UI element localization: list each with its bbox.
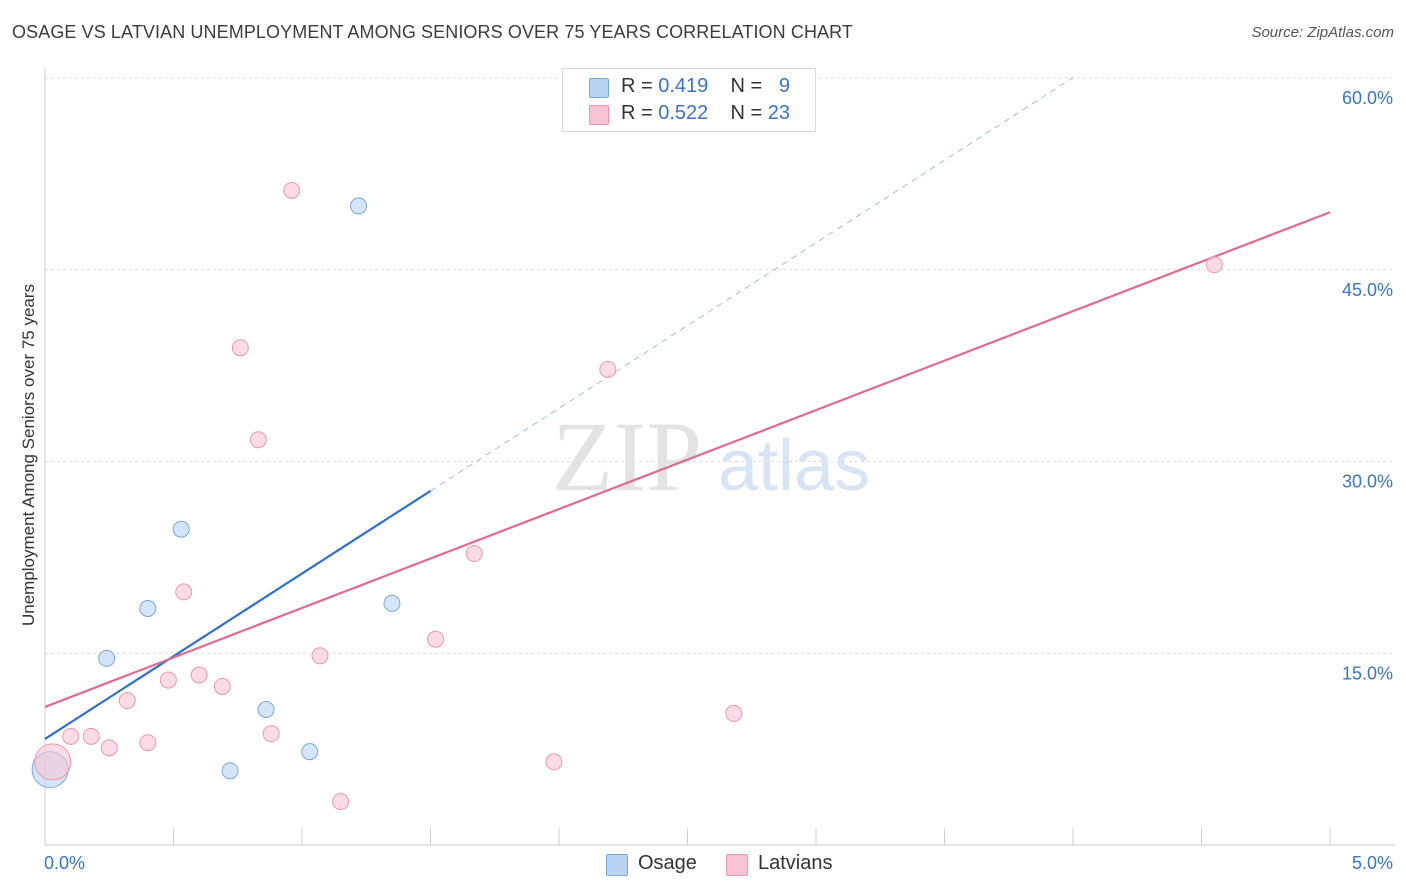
- osage-legend-label: Osage: [638, 852, 697, 874]
- latvians-point: [231, 339, 249, 357]
- latvians-point: [311, 647, 329, 665]
- osage-r-value: 0.419: [658, 75, 709, 97]
- latvians-swatch: [589, 105, 609, 125]
- latvians-r-value: 0.522: [658, 102, 709, 124]
- y-tick-label: 60.0%: [1342, 88, 1393, 108]
- latvians-legend-swatch: [726, 854, 748, 876]
- latvians-point: [249, 431, 267, 449]
- osage-point: [139, 600, 157, 618]
- trend-lines: [44, 77, 1331, 740]
- osage-point: [221, 762, 239, 780]
- osage-legend-swatch: [606, 854, 628, 876]
- latvians-point: [62, 727, 80, 745]
- latvians-point: [465, 545, 483, 563]
- axes: 15.0% 30.0% 45.0% 60.0% 0.0% 5.0%: [44, 68, 1395, 873]
- latvians-point: [332, 793, 350, 811]
- osage-n-value: 9: [778, 75, 791, 97]
- latvians-point: [1205, 256, 1223, 274]
- chart-title: OSAGE VS LATVIAN UNEMPLOYMENT AMONG SENI…: [12, 22, 854, 42]
- latvians-point: [213, 677, 231, 695]
- latvians-point: [190, 666, 208, 684]
- latvians-point: [283, 181, 301, 199]
- osage-point: [98, 649, 116, 667]
- x-tick-label-min: 0.0%: [44, 853, 85, 873]
- latvians-legend-label: Latvians: [758, 852, 833, 874]
- source-label: Source: ZipAtlas.com: [1251, 24, 1394, 41]
- x-tick-label-max: 5.0%: [1352, 853, 1393, 873]
- osage-point: [257, 700, 275, 718]
- y-tick-label: 45.0%: [1342, 280, 1393, 300]
- latvians-point: [725, 704, 743, 722]
- latvians-point: [34, 743, 72, 781]
- latvians-point: [262, 725, 280, 743]
- osage-r-label: R =: [621, 75, 653, 97]
- osage-point: [350, 197, 368, 215]
- latvians-point: [545, 753, 563, 771]
- osage-point: [383, 594, 401, 612]
- watermark-zip: ZIP: [552, 401, 702, 512]
- y-tick-label: 15.0%: [1342, 663, 1393, 683]
- latvians-point: [100, 739, 118, 757]
- latvians-point: [175, 583, 193, 601]
- latvians-point: [82, 727, 100, 745]
- y-tick-label: 30.0%: [1342, 472, 1393, 492]
- latvians-point: [139, 734, 157, 752]
- latvians-point: [118, 692, 136, 710]
- osage-trend-line: [44, 489, 432, 740]
- latvians-point: [427, 630, 445, 648]
- osage-n-label: N =: [730, 75, 763, 97]
- gridlines: [45, 77, 1395, 654]
- latvians-n-label: N =: [730, 102, 763, 124]
- latvians-trend-line: [44, 211, 1331, 708]
- latvians-point: [599, 360, 617, 378]
- latvians-n-value: 23: [767, 102, 791, 124]
- correlation-legend: R = 0.419 N = 9 R = 0.522 N = 23: [562, 68, 816, 132]
- y-axis-label: Unemployment Among Seniors over 75 years: [19, 284, 38, 626]
- osage-point: [172, 520, 190, 538]
- latvians-r-label: R =: [621, 102, 653, 124]
- watermark: ZIP atlas: [552, 401, 870, 512]
- osage-point: [301, 743, 319, 761]
- latvians-point: [159, 671, 177, 689]
- osage-swatch: [589, 78, 609, 98]
- watermark-atlas: atlas: [718, 426, 870, 506]
- data-points: [31, 181, 1223, 811]
